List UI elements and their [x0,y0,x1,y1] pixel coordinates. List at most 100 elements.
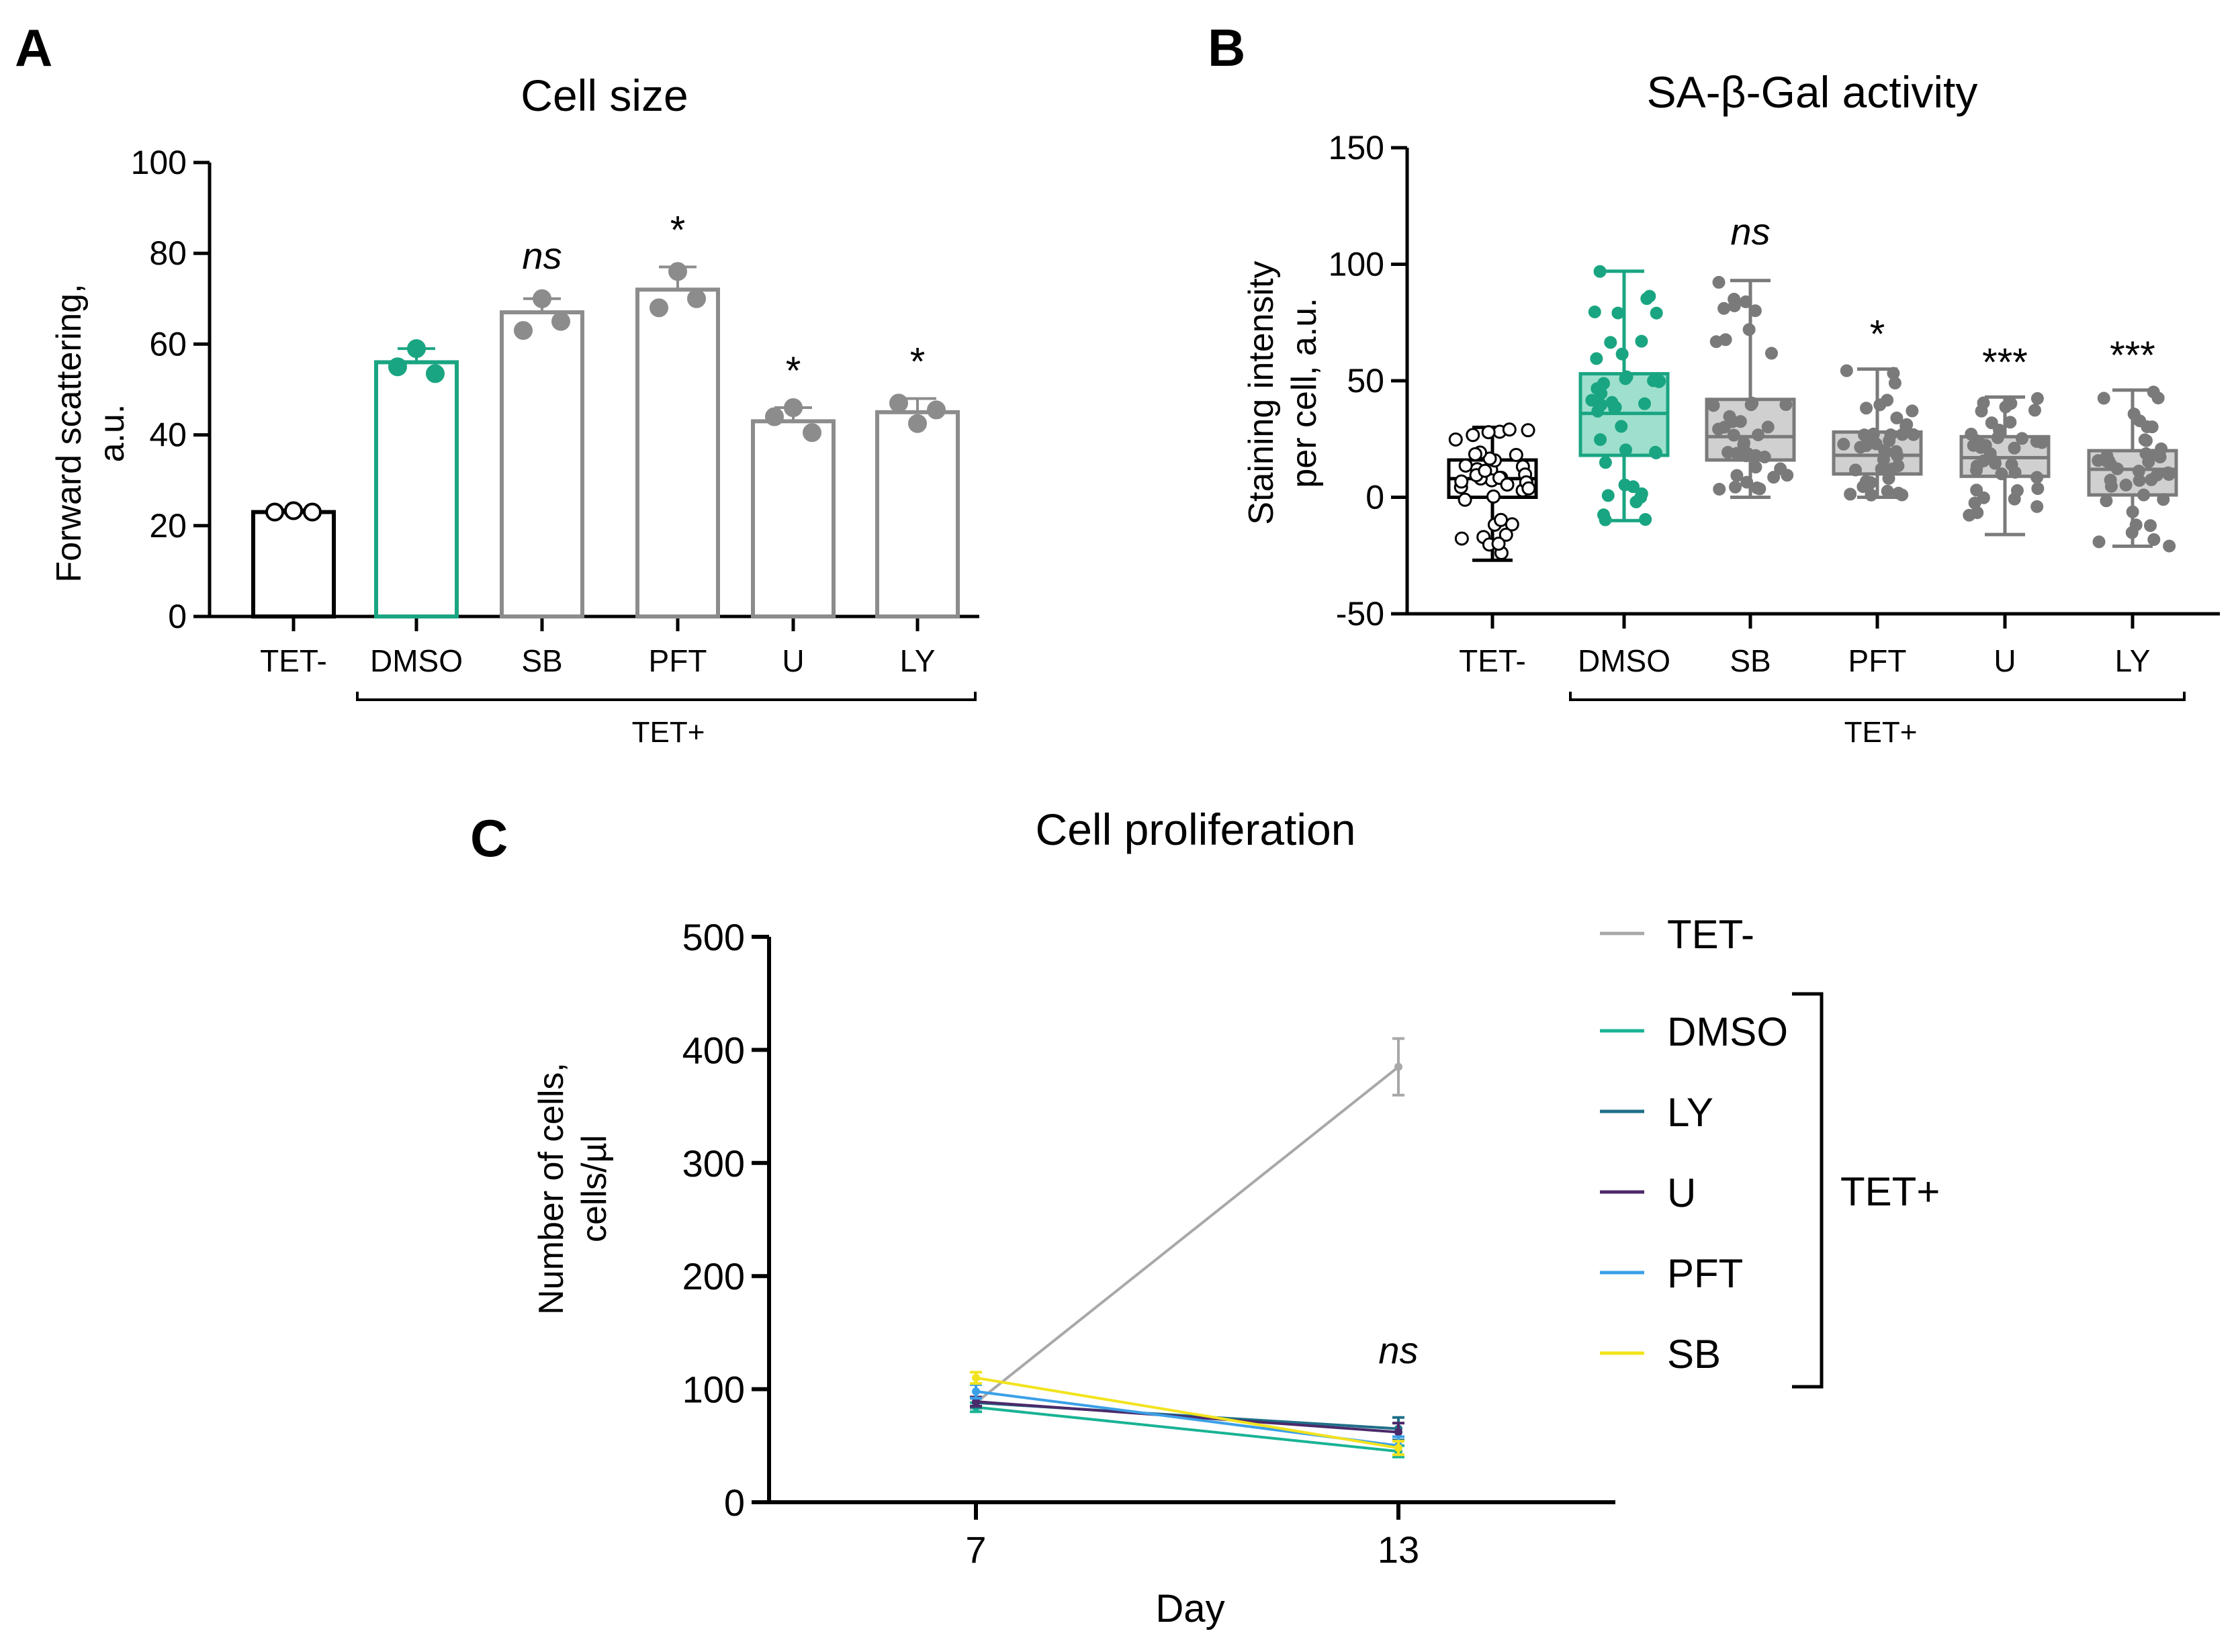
significance-label: ns [1730,210,1770,253]
data-point [1860,402,1873,415]
data-point [1890,411,1904,424]
y-tick-label: 80 [149,234,187,272]
data-point [1650,306,1663,320]
data-point [1594,433,1607,447]
panel-b: B SA-β-Gal activity Staining intensity p… [1208,18,2220,749]
bar [635,287,720,618]
data-point [1502,422,1517,437]
panel-c: C Cell proliferation Number of cells, ce… [470,805,1940,1631]
data-point [2162,468,2176,481]
data-point [1709,335,1723,349]
legend-label: LY [1667,1090,1713,1135]
data-point [1590,352,1603,365]
bar [751,419,836,618]
data-point [1774,462,1787,475]
tetplus-bracket [356,692,977,701]
data-point [1865,488,1878,502]
x-tick-label: SB [521,643,562,678]
data-point [1727,428,1740,442]
bar [251,510,336,619]
data-point [1712,275,1726,289]
data-point [1863,429,1877,443]
x-tick-label: DMSO [1578,643,1670,678]
data-point [1482,451,1497,466]
panel-c-xlabel: Day [1155,1587,1224,1631]
data-point [687,289,706,308]
data-point [1750,481,1764,494]
data-point [2030,471,2044,484]
panel-b-group-label: TET+ [1844,716,1918,749]
data-point [1730,447,1744,460]
data-point [1478,463,1492,478]
legend-label: DMSO [1667,1009,1788,1054]
data-point [2129,518,2143,532]
data-point [2097,392,2110,405]
data-point [1458,492,1472,507]
panel-c-ylabel-line1: Number of cells, [532,1062,571,1315]
data-point [1615,347,1629,361]
data-point [2155,442,2168,455]
data-point [1595,398,1608,412]
data-point [2132,464,2145,477]
panel-a-ylabel: Forward scattering, a.u. [50,283,132,582]
data-point [1752,428,1765,442]
data-point [972,1373,980,1382]
y-tick-label: 100 [1329,246,1384,283]
data-point [1748,304,1762,318]
panel-c-ylabel: Number of cells, cells/µl [532,1062,614,1315]
data-point [2028,404,2041,417]
y-tick-label: 150 [1329,129,1384,167]
significance-label: *** [1982,340,2028,384]
y-tick-label: 300 [682,1142,745,1185]
panel-a-bars: ns * * * [251,208,960,619]
data-point [1844,488,1857,501]
data-point [2100,494,2113,508]
data-point [1593,265,1607,278]
data-point [1881,484,1894,498]
x-tick-label: 7 [965,1528,986,1571]
data-point [1761,420,1775,434]
legend-label: TET- [1667,912,1754,957]
data-point [2126,505,2139,518]
y-tick-label: 200 [682,1255,745,1297]
data-point [1983,451,1997,464]
data-point [2163,539,2176,553]
data-point [1749,461,1762,474]
data-point [1764,347,1778,360]
data-point [1883,434,1896,447]
data-point [1746,396,1759,410]
tetplus-bracket [1792,992,1824,1389]
panel-b-boxes: ns**** *** [1447,210,2178,562]
panel-c-lines [970,1037,1404,1459]
legend-label: U [1667,1171,1696,1215]
data-point [972,1387,980,1395]
data-point [765,407,784,426]
series-line [975,1406,1399,1453]
data-point [1729,480,1742,494]
data-point [284,501,303,520]
data-point [2150,468,2163,481]
data-point [1608,402,1621,415]
data-point [1588,305,1601,318]
significance-label: * [910,340,926,384]
y-tick-label: 50 [1347,362,1384,400]
panel-c-axes: 0 100 200 300 400 500 7 13 [682,916,1615,1571]
data-point [1615,420,1628,433]
x-tick-label: U [1994,643,2016,678]
series-line [975,1400,1399,1434]
data-point [1877,453,1890,466]
data-point [265,502,284,522]
data-point [1767,471,1781,484]
x-tick-label: LY [900,643,936,678]
data-point [2010,484,2024,498]
panel-c-tetplus-label: TET+ [1840,1169,1940,1214]
panel-b-title: SA-β-Gal activity [1647,67,1978,117]
y-tick-label: 500 [682,916,745,958]
data-point [927,400,946,420]
data-point [2015,432,2028,445]
data-point [2092,535,2106,549]
data-point [1643,289,1656,303]
data-point [889,394,908,413]
panel-a-ylabel-line1: Forward scattering, [50,283,89,582]
series-line [975,1376,1399,1450]
